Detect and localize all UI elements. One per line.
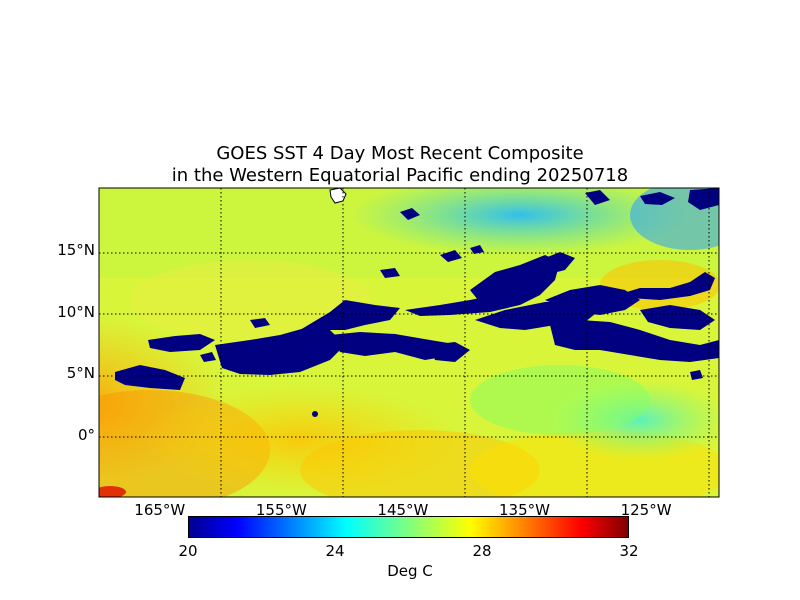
colorbar-tick-label: 32 (619, 542, 639, 560)
lat-tick-label: 0° (77, 426, 95, 445)
lon-tick-label: 145°W (377, 501, 429, 519)
lon-tick-label: 155°W (255, 501, 307, 519)
map-frame (98, 187, 720, 498)
lat-tick-label: 10°N (57, 302, 95, 321)
graticule (99, 188, 719, 497)
colorbar-label: Deg C (387, 562, 433, 580)
lon-tick-label: 165°W (134, 501, 186, 519)
colorbar-tick-label: 20 (178, 542, 198, 560)
colorbar-tick-label: 28 (472, 542, 492, 560)
sst-field (99, 188, 719, 497)
lon-tick-label: 135°W (499, 501, 550, 519)
colorbar-gradient (188, 516, 629, 538)
colorbar-tick-label: 24 (325, 542, 345, 560)
cloud-mask (115, 188, 719, 417)
map-title-line-1: GOES SST 4 Day Most Recent Composite (216, 143, 584, 164)
colorbar (188, 516, 629, 538)
lon-tick-label: 125°W (620, 501, 672, 519)
map-title-line-2: in the Western Equatorial Pacific ending… (171, 165, 629, 186)
lat-tick-label: 15°N (57, 240, 95, 259)
lat-tick-label: 5°N (66, 364, 95, 383)
